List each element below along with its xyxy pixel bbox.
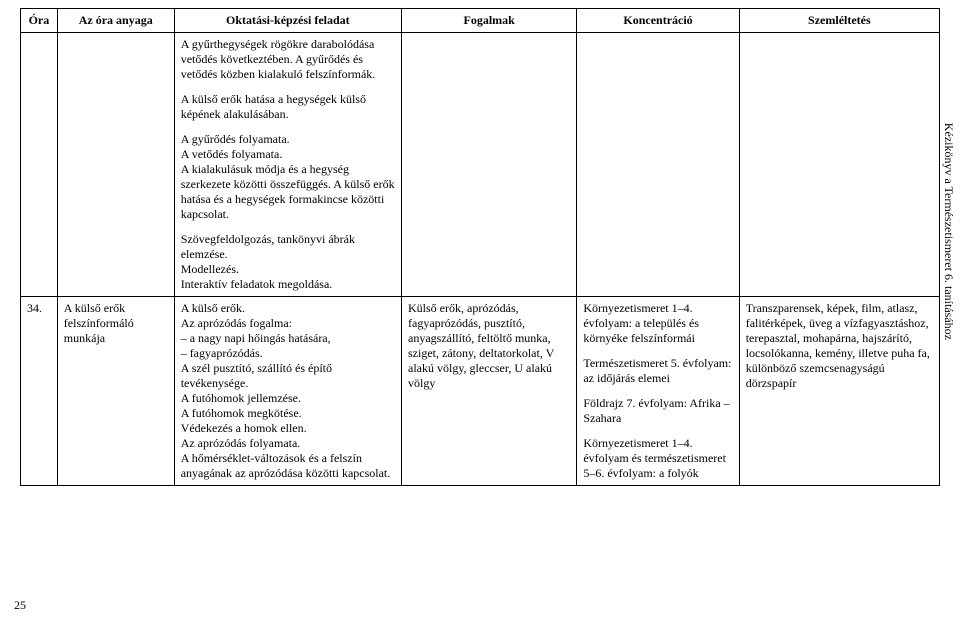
okt-text: A vetődés folyamata.	[181, 147, 395, 162]
okt-text: Az aprózódás folyamata.	[181, 436, 395, 451]
okt-text: A kialakulásuk módja és a hegység szerke…	[181, 162, 395, 222]
okt-text: – a nagy napi hőingás hatására,	[181, 331, 395, 346]
kon-text: Földrajz 7. évfolyam: Afrika – Szahara	[583, 396, 732, 426]
cell-okt-1: A gyűrthegységek rögökre darabolódása ve…	[174, 33, 401, 297]
col-anyag: Az óra anyaga	[57, 9, 174, 33]
cell-kon-empty	[577, 33, 739, 297]
okt-text: Szövegfeldolgozás, tankönyvi ábrák elemz…	[181, 232, 395, 262]
kon-text: Természetismeret 5. évfolyam: az időjárá…	[583, 356, 732, 386]
cell-anyag: A külső erők felszínformáló munkája	[57, 297, 174, 486]
kon-text: Környezetismeret 1–4. évfolyam és termés…	[583, 436, 732, 481]
table-header-row: Óra Az óra anyaga Oktatási-képzési felad…	[21, 9, 940, 33]
page-number: 25	[14, 598, 26, 613]
col-fog: Fogalmak	[402, 9, 577, 33]
table-row: 34. A külső erők felszínformáló munkája …	[21, 297, 940, 486]
okt-text: A gyűrthegységek rögökre darabolódása ve…	[181, 37, 395, 82]
curriculum-table: Óra Az óra anyaga Oktatási-képzési felad…	[20, 8, 940, 486]
cell-ora: 34.	[21, 297, 58, 486]
okt-text: Védekezés a homok ellen.	[181, 421, 395, 436]
cell-anyag-empty	[57, 33, 174, 297]
cell-fog-empty	[402, 33, 577, 297]
okt-text: A futóhomok jellemzése.	[181, 391, 395, 406]
okt-text: A hőmérséklet-változások és a felszín an…	[181, 451, 395, 481]
okt-text: Modellezés.	[181, 262, 395, 277]
cell-fog: Külső erők, aprózódás, fagyaprózódás, pu…	[402, 297, 577, 486]
col-ora: Óra	[21, 9, 58, 33]
cell-szem: Transzparensek, képek, film, atlasz, fal…	[739, 297, 939, 486]
okt-text: – fagyaprózódás.	[181, 346, 395, 361]
cell-szem-empty	[739, 33, 939, 297]
okt-text: A szél pusztító, szállító és építő tevék…	[181, 361, 395, 391]
okt-text: Interaktív feladatok megoldása.	[181, 277, 395, 292]
cell-okt-2: A külső erők. Az aprózódás fogalma: – a …	[174, 297, 401, 486]
side-running-title: Kézikönyv a Természetismeret 6. tanításá…	[941, 123, 956, 340]
col-kon: Koncentráció	[577, 9, 739, 33]
col-okt: Oktatási-képzési feladat	[174, 9, 401, 33]
okt-text: A gyűrődés folyamata.	[181, 132, 395, 147]
okt-text: A külső erők.	[181, 301, 395, 316]
col-szem: Szemléltetés	[739, 9, 939, 33]
okt-text: A külső erők hatása a hegységek külső ké…	[181, 92, 395, 122]
cell-kon: Környezetismeret 1–4. évfolyam: a telepü…	[577, 297, 739, 486]
okt-text: Az aprózódás fogalma:	[181, 316, 395, 331]
okt-text: A futóhomok megkötése.	[181, 406, 395, 421]
kon-text: Környezetismeret 1–4. évfolyam: a telepü…	[583, 301, 732, 346]
cell-ora-empty	[21, 33, 58, 297]
table-row: A gyűrthegységek rögökre darabolódása ve…	[21, 33, 940, 297]
